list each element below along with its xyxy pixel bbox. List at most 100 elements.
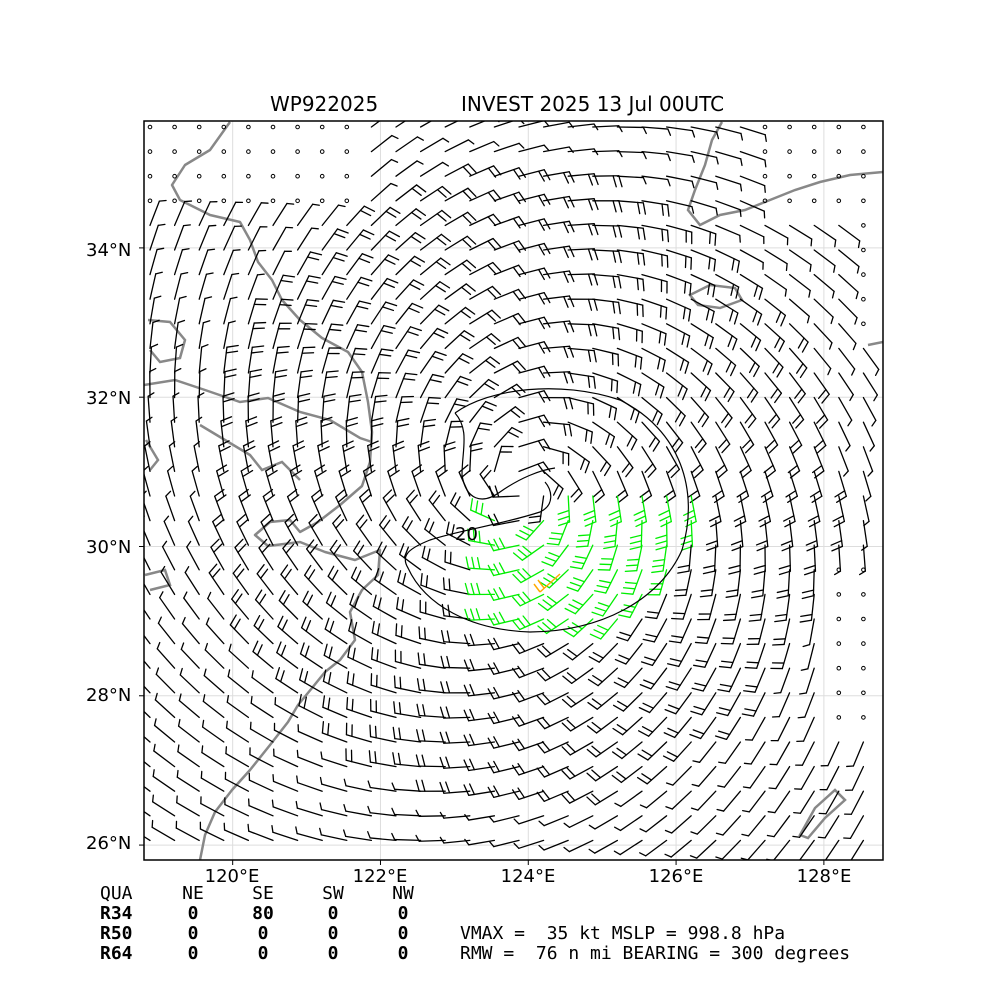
barb-feather: [516, 383, 526, 393]
wind-barb: [401, 525, 422, 546]
barb-feather: [321, 720, 325, 734]
barb-feather: [543, 193, 551, 205]
barb-feather: [511, 716, 520, 727]
barb-feather: [569, 566, 583, 570]
barb-feather: [271, 799, 274, 808]
barb-feather: [736, 260, 740, 274]
barb-feather: [392, 111, 398, 114]
axis-ticks: [139, 247, 825, 865]
wind-barb: [493, 167, 520, 177]
barb-feather: [434, 308, 446, 316]
wind-barb: [177, 751, 200, 768]
storm-id-title: WP922025: [270, 92, 379, 116]
barb-feather: [384, 234, 397, 242]
wind-barb: [369, 812, 397, 817]
wind-barb: [208, 572, 225, 596]
barb-feather: [385, 210, 397, 218]
barb-feather: [817, 836, 826, 839]
wind-barb: [665, 372, 688, 390]
barb-feather: [218, 440, 230, 447]
calm-marker: [270, 124, 276, 130]
wind-barb: [787, 569, 791, 597]
barb-feather: [303, 564, 312, 576]
wind-barb: [348, 630, 373, 645]
wind-barb: [265, 470, 274, 497]
barb-feather: [493, 588, 500, 600]
barb-feather: [203, 668, 207, 677]
barb-feather: [672, 612, 686, 615]
wind-barb: [641, 323, 667, 335]
barb-feather: [774, 392, 783, 404]
barb-feather: [358, 300, 372, 305]
barb-feather: [220, 421, 233, 428]
wind-barb: [813, 446, 825, 472]
wind-barb: [322, 706, 348, 719]
wind-barb: [493, 336, 519, 350]
barb-feather: [730, 540, 743, 546]
barb-feather: [222, 397, 235, 403]
wind-barb: [332, 522, 348, 546]
wind-barb: [419, 611, 446, 620]
barb-feather: [423, 653, 426, 666]
barb-feather: [689, 283, 692, 296]
barb-feather: [170, 416, 178, 422]
barb-feather: [586, 796, 596, 806]
barb-feather: [511, 426, 523, 434]
barb-feather: [789, 439, 800, 449]
barb-feather: [584, 429, 588, 442]
barb-feather: [354, 329, 368, 333]
wind-barb: [245, 420, 250, 448]
calm-marker: [861, 247, 866, 253]
barb-feather: [332, 299, 346, 303]
wind-barb: [646, 765, 668, 785]
wind-barb: [862, 495, 870, 523]
calm-marker: [172, 149, 177, 154]
barb-feather: [666, 229, 670, 243]
barb-feather: [611, 751, 623, 760]
barb-feather: [709, 337, 714, 350]
wind-barb: [544, 667, 569, 682]
wind-barb: [469, 333, 492, 350]
barb-feather: [588, 848, 596, 854]
wind-barb: [838, 249, 860, 268]
wind-barb: [370, 182, 392, 202]
barb-feather: [199, 368, 207, 373]
wind-barb: [175, 827, 200, 842]
barb-feather: [852, 342, 857, 351]
barb-feather: [562, 172, 570, 184]
barb-feather: [490, 333, 501, 342]
barb-feather: [445, 731, 451, 744]
barb-feather: [176, 769, 179, 778]
wind-barb: [622, 692, 643, 712]
lon-label-124: 124°E: [500, 866, 556, 887]
barb-feather: [443, 114, 449, 118]
wind-barb: [665, 323, 691, 337]
wind-barb: [567, 446, 590, 463]
barb-feather: [566, 672, 577, 681]
wind-barb: [321, 252, 337, 276]
wind-barb: [144, 810, 151, 817]
calm-marker: [319, 198, 325, 204]
barb-feather: [574, 555, 588, 560]
barb-feather: [695, 659, 708, 663]
wind-barb: [200, 777, 225, 792]
wind-barb: [296, 203, 314, 227]
wind-barb: [444, 283, 467, 300]
barb-feather: [293, 445, 305, 453]
barb-feather: [466, 259, 477, 269]
wind-barb: [201, 751, 225, 768]
barb-feather: [616, 771, 627, 780]
barb-feather: [728, 570, 741, 575]
barb-feather: [778, 564, 791, 570]
barb-feather: [736, 490, 748, 498]
barb-feather: [789, 470, 801, 479]
barb-feather: [398, 727, 402, 741]
barb-feather: [618, 200, 623, 213]
barb-feather: [566, 791, 576, 802]
barb-feather: [592, 674, 603, 683]
wind-barb: [346, 324, 359, 350]
calm-marker: [270, 198, 276, 204]
wind-barb: [715, 224, 741, 237]
wind-barb: [813, 470, 823, 497]
barb-feather: [250, 350, 264, 354]
